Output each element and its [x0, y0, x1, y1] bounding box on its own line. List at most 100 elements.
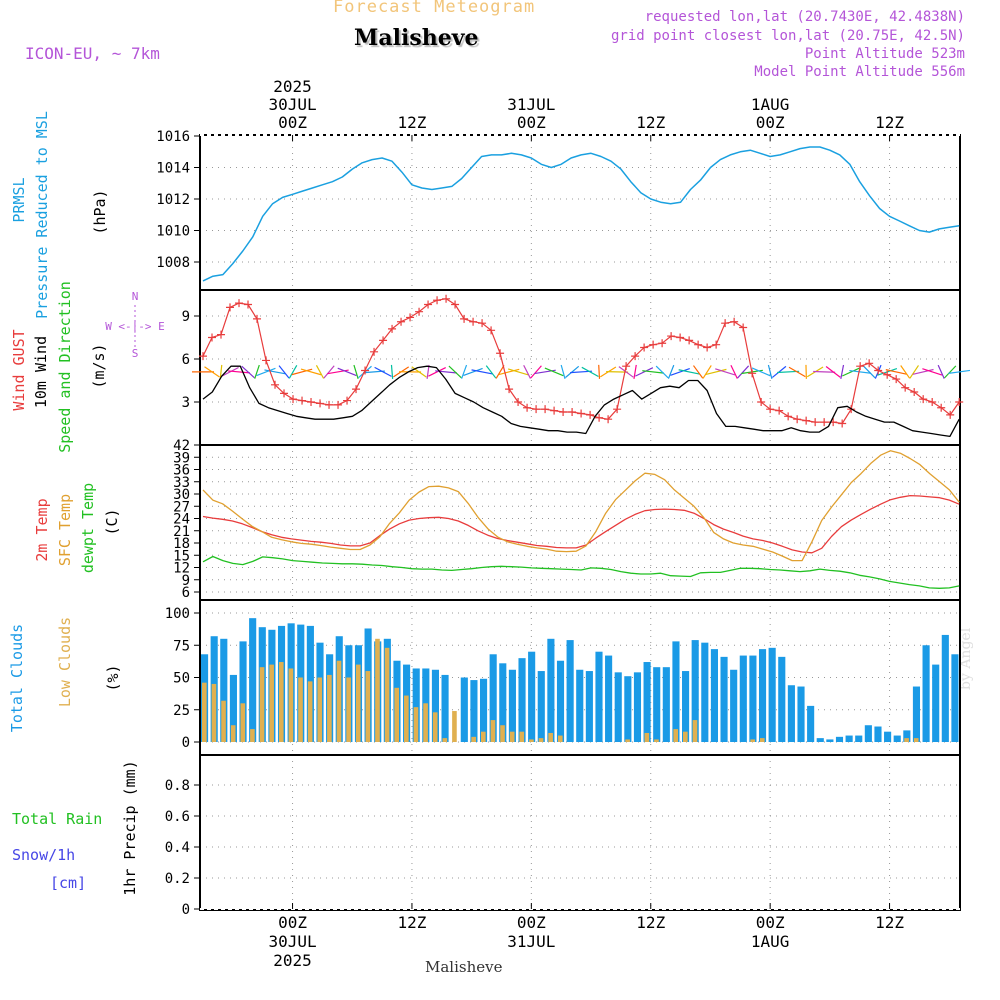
- gust-marker: [955, 398, 964, 406]
- temp-label: 2m Temp: [33, 498, 51, 561]
- pressure-label-short: PRMSL: [10, 177, 28, 222]
- total-cloud-bar: [460, 677, 468, 742]
- y-tick-label: 1016: [156, 129, 190, 145]
- wind-direction-arrow: [730, 364, 738, 379]
- wind-direction-arrow: [471, 369, 493, 375]
- gust-marker: [370, 347, 379, 356]
- time-label-bottom: 31JUL: [507, 932, 555, 951]
- total-cloud-bar: [855, 735, 863, 742]
- total-cloud-bar: [633, 672, 642, 742]
- gust-marker: [271, 380, 280, 389]
- y-tick-label: 12: [173, 561, 190, 577]
- sfc-temp-label: SFC Temp: [56, 494, 74, 566]
- y-tick-label: 25: [173, 703, 190, 719]
- wind-direction-label: Speed and Direction: [56, 281, 74, 453]
- total-cloud-bar: [614, 672, 622, 742]
- low-cloud-bar: [509, 731, 515, 742]
- total-cloud-bar: [662, 667, 670, 742]
- wind-direction-arrow: [241, 365, 255, 379]
- total-cloud-bar: [585, 671, 593, 742]
- total-cloud-bar: [758, 649, 767, 742]
- gust-marker: [334, 400, 343, 409]
- gust-marker: [469, 317, 478, 326]
- total-cloud-bar: [605, 655, 613, 742]
- gust-marker: [784, 412, 793, 421]
- wind-direction-arrow: [428, 367, 446, 377]
- y-tick-label: 6: [182, 585, 190, 601]
- wind-direction-arrow: [300, 368, 322, 376]
- wind-direction-arrow: [667, 364, 675, 379]
- low-cloud-bar: [278, 662, 284, 742]
- wind-direction-arrow: [937, 364, 945, 379]
- gust-marker: [307, 398, 316, 406]
- wind-direction-arrow: [581, 366, 599, 378]
- wind-direction-arrow: [900, 365, 911, 379]
- wind-direction-arrow: [635, 367, 654, 377]
- low-cloud-bar: [240, 703, 246, 742]
- gust-marker: [343, 396, 352, 405]
- low-cloud-bar: [269, 664, 274, 742]
- wind-direction-arrow: [678, 369, 700, 375]
- wind-direction-arrow: [315, 364, 325, 379]
- wind-direction-arrow: [922, 368, 943, 376]
- total-cloud-bar: [710, 649, 718, 742]
- low-cloud-bar: [557, 735, 563, 742]
- gust-marker: [604, 415, 613, 424]
- low-cloud-bar: [490, 720, 496, 742]
- low-cloud-bar: [288, 668, 294, 742]
- wind-direction-arrow: [909, 365, 919, 379]
- time-label-bottom: 2025: [273, 951, 312, 970]
- gust-marker: [685, 336, 694, 345]
- low-cloud-bar: [442, 738, 448, 742]
- y-tick-label: 24: [173, 512, 190, 528]
- total-cloud-bar: [576, 669, 584, 742]
- y-tick-label: 42: [173, 438, 190, 454]
- y-tick-label: 9: [182, 573, 190, 589]
- gust-marker: [910, 387, 919, 396]
- total-cloud-bar: [884, 731, 892, 742]
- precip-unit-label: 1hr Precip (mm): [121, 760, 139, 895]
- y-tick-label: 0.8: [165, 778, 190, 794]
- y-tick-label: 1010: [156, 224, 190, 240]
- total-cloud-bar: [932, 664, 940, 742]
- y-tick-label: 6: [182, 352, 190, 368]
- gust-marker: [613, 405, 622, 414]
- gust-marker: [406, 313, 415, 322]
- low-cloud-bar: [375, 638, 380, 742]
- wind-direction-arrow: [598, 364, 601, 379]
- total-cloud-bar: [441, 674, 449, 742]
- dewpt-line: [202, 555, 960, 589]
- wind-direction-arrow: [337, 367, 357, 377]
- low-cloud-bar: [307, 681, 313, 742]
- wind-direction-arrow: [788, 366, 806, 378]
- wind-direction-arrow: [692, 365, 704, 379]
- wind-direction-arrow: [944, 365, 957, 379]
- total-cloud-bar: [903, 730, 911, 742]
- time-label-top: 2025: [273, 77, 312, 96]
- gust-marker: [658, 339, 667, 348]
- total-cloud-bar: [749, 655, 757, 742]
- gust-marker: [631, 352, 640, 361]
- wind-direction-arrow: [264, 369, 286, 375]
- time-label-top: 00Z: [278, 113, 307, 132]
- panel-frame: [199, 134, 961, 291]
- wind-direction-arrow: [633, 364, 637, 379]
- low-cloud-bar: [327, 674, 332, 742]
- total-cloud-bar: [537, 671, 545, 742]
- low-cloud-bar: [904, 738, 909, 742]
- gust-marker: [559, 408, 568, 417]
- low-cloud-bar: [298, 677, 303, 742]
- gust-line: [202, 298, 960, 425]
- wind-direction-arrow: [530, 365, 542, 379]
- grid-point-coords: grid point closest lon,lat (20.75E, 42.5…: [610, 28, 965, 44]
- low-cloud-bar: [538, 738, 544, 742]
- total-cloud-bar: [249, 618, 257, 742]
- low-cloud-bar: [365, 671, 371, 742]
- wind-direction-arrow: [840, 364, 845, 379]
- wind-direction-arrow: [495, 365, 505, 379]
- time-label-top: 00Z: [756, 113, 785, 132]
- wind-direction-arrow: [702, 365, 712, 379]
- gust-marker: [379, 336, 388, 345]
- wind-direction-arrow: [523, 364, 532, 379]
- total-cloud-bar: [566, 640, 574, 742]
